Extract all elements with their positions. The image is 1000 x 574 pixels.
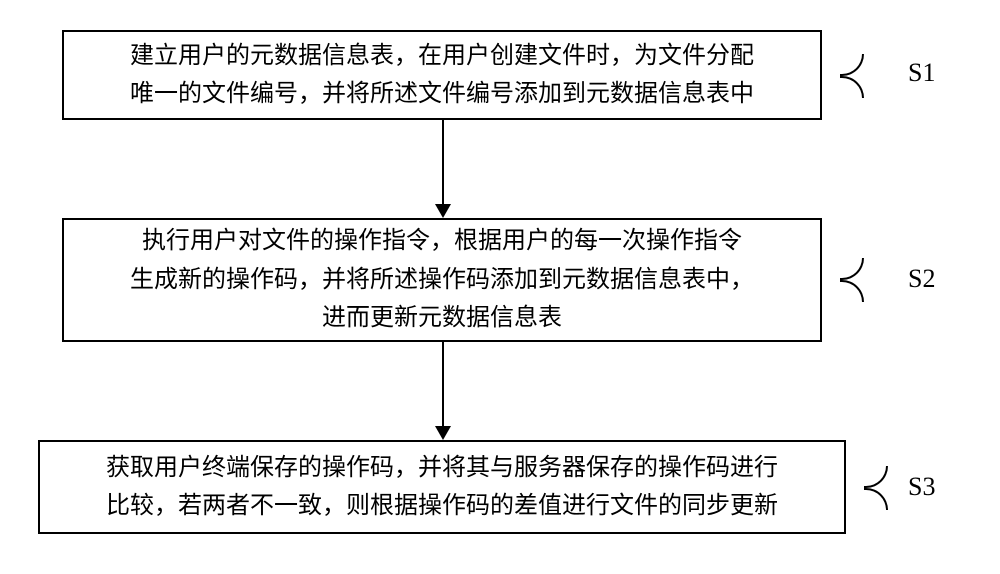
box-s2-text: 执行用户对文件的操作指令，根据用户的每一次操作指令 生成新的操作码，并将所述操作… [130,222,754,337]
flowchart-box-s3: 获取用户终端保存的操作码，并将其与服务器保存的操作码进行 比较，若两者不一致，则… [38,440,846,534]
arrow-head-s2-s3 [435,426,451,440]
step-label-s1: S1 [908,58,935,88]
arrow-s1-s2 [442,120,444,204]
step-label-s3: S3 [908,472,935,502]
arrow-head-s1-s2 [435,204,451,218]
box-s1-text: 建立用户的元数据信息表，在用户创建文件时，为文件分配 唯一的文件编号，并将所述文… [130,37,754,114]
box-s3-text: 获取用户终端保存的操作码，并将其与服务器保存的操作码进行 比较，若两者不一致，则… [106,449,778,526]
arrow-s2-s3 [442,342,444,426]
flowchart-box-s2: 执行用户对文件的操作指令，根据用户的每一次操作指令 生成新的操作码，并将所述操作… [62,218,822,342]
flowchart-box-s1: 建立用户的元数据信息表，在用户创建文件时，为文件分配 唯一的文件编号，并将所述文… [62,30,822,120]
step-label-s2: S2 [908,264,935,294]
